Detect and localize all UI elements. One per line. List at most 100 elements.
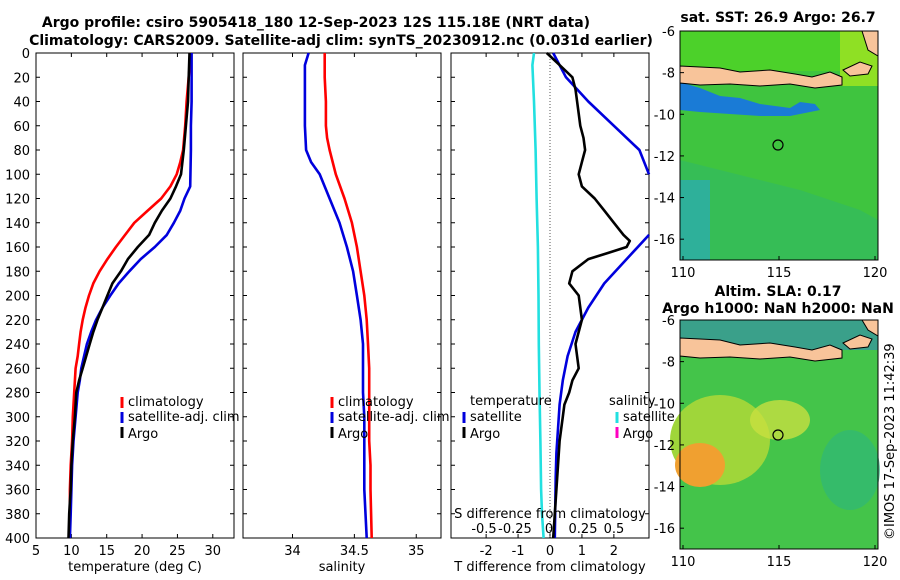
legend-salinity-title: salinity [609, 394, 656, 409]
diff-series [531, 52, 651, 539]
sla-argo-marker [772, 429, 784, 441]
x-tick-label: 1 [578, 544, 586, 559]
depth-tick-label: 360 [5, 484, 30, 499]
s-tick: 0 [545, 522, 553, 537]
legend-satellite: satellite-adj. clim [338, 410, 450, 425]
s-tick: 0.25 [569, 522, 598, 537]
series-climatology [67, 52, 193, 539]
sla-cool [820, 430, 880, 510]
depth-tick-label: 380 [5, 508, 30, 523]
diff-legend: temperature salinity satellite Argo sate… [462, 394, 675, 442]
map-x-tick-label: 115 [767, 266, 792, 281]
depth-tick-label: 240 [5, 338, 30, 353]
sla-ticks: -6 -8 -10 -12 -14 -16 110 115 120 [654, 314, 888, 570]
depth-tick-label: 260 [5, 362, 30, 377]
sst-cold-strip [680, 82, 820, 116]
sal-axes [242, 52, 442, 539]
legend-s-argo: Argo [623, 427, 653, 442]
x-tick-label: 30 [205, 544, 222, 559]
s-tick: 0.5 [604, 522, 625, 537]
depth-tick-label: 100 [5, 168, 30, 183]
series-temperature-satellite [552, 52, 651, 175]
map-y-tick-label: -8 [662, 356, 675, 371]
x-tick-label: 20 [134, 544, 151, 559]
diff-xlabel: T difference from climatology [453, 560, 646, 575]
depth-tick-label: 400 [5, 532, 30, 547]
legend-s-satellite: satellite [623, 410, 675, 425]
depth-tick-label: 140 [5, 217, 30, 232]
title-line1: Argo profile: csiro 5905418_180 12-Sep-2… [42, 15, 590, 31]
s-tick: -0.5 [471, 522, 496, 537]
x-tick-label: 34.5 [340, 544, 369, 559]
sal-series [303, 52, 373, 539]
s-tick: -0.25 [498, 522, 532, 537]
depth-tick-label: 200 [5, 290, 30, 305]
s-diff-label: S difference from climatology [454, 507, 646, 522]
depth-tick-label: 220 [5, 314, 30, 329]
series-climatology [323, 53, 373, 539]
sst-ticks: -6 -8 -10 -12 -14 -16 110 115 120 [654, 25, 888, 281]
map-x-tick-label: 115 [767, 555, 792, 570]
depth-tick-label: 120 [5, 193, 30, 208]
s-diff-ticks: -0.5 -0.25 0 0.25 0.5 [471, 522, 624, 537]
series-temperature-argo [545, 52, 632, 539]
depth-tick-label: 60 [13, 120, 30, 135]
sla-map-title2: Argo h1000: NaN h2000: NaN [662, 301, 894, 317]
map-y-tick-label: -12 [654, 150, 675, 165]
map-x-tick-label: 120 [863, 266, 888, 281]
depth-tick-label: 180 [5, 265, 30, 280]
legend-t-argo: Argo [470, 427, 500, 442]
legend-argo: Argo [128, 427, 158, 442]
sal-xlabel: salinity [319, 560, 366, 575]
sal-legend: climatology satellite-adj. clim Argo [330, 395, 450, 442]
x-tick-label: -1 [512, 544, 525, 559]
temp-series [67, 52, 193, 539]
x-tick-label: 25 [169, 544, 186, 559]
sst-land [842, 61, 873, 77]
depth-tick-label: 160 [5, 241, 30, 256]
x-tick-label: 35 [408, 544, 425, 559]
depth-tick-label: 280 [5, 387, 30, 402]
legend-argo: Argo [338, 427, 368, 442]
series-argo [67, 52, 191, 539]
legend-climatology: climatology [128, 395, 204, 410]
title-line2: Climatology: CARS2009. Satellite-adj cli… [29, 33, 653, 49]
series-temperature-satellite-deep- [553, 234, 650, 539]
map-y-tick-label: -6 [662, 25, 675, 40]
temp-xlabel: temperature (deg C) [68, 560, 202, 575]
map-y-tick-label: -6 [662, 314, 675, 329]
sst-map-title: sat. SST: 26.9 Argo: 26.7 [680, 10, 875, 26]
legend-t-satellite: satellite [470, 410, 522, 425]
map-y-tick-label: -14 [654, 192, 675, 207]
map-x-tick-label: 120 [863, 555, 888, 570]
sst-argo-marker [772, 139, 784, 151]
legend-temperature-title: temperature [470, 394, 552, 409]
map-y-tick-label: -14 [654, 481, 675, 496]
depth-ticks: 0204060801001201401601802002202402602803… [5, 47, 649, 559]
temp-axes [35, 52, 235, 539]
legend-climatology: climatology [338, 395, 414, 410]
x-tick-label: 10 [63, 544, 80, 559]
sla-land [842, 334, 873, 350]
sst-band [680, 180, 710, 260]
series-salinity-satellite [531, 52, 545, 539]
depth-tick-label: 0 [22, 47, 30, 62]
depth-tick-label: 320 [5, 435, 30, 450]
sla-map [670, 319, 880, 550]
map-y-tick-label: -12 [654, 439, 675, 454]
x-tick-label: 5 [32, 544, 40, 559]
series-satellite-adj-clim [303, 52, 368, 539]
map-y-tick-label: -10 [654, 397, 675, 412]
depth-tick-label: 300 [5, 411, 30, 426]
depth-tick-label: 20 [13, 71, 30, 86]
map-y-tick-label: -10 [654, 108, 675, 123]
map-x-tick-label: 110 [671, 555, 696, 570]
depth-tick-label: 40 [13, 96, 30, 111]
legend-satellite: satellite-adj. clim [128, 410, 240, 425]
sst-land [679, 65, 843, 89]
map-y-tick-label: -16 [654, 233, 675, 248]
map-x-tick-label: 110 [671, 266, 696, 281]
sla-warm [750, 400, 810, 440]
x-tick-label: 34 [284, 544, 301, 559]
